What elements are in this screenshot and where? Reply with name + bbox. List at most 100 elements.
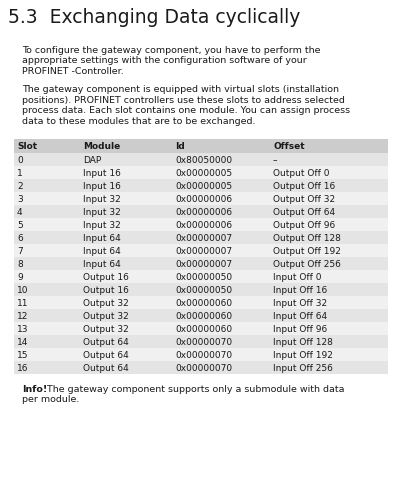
- Text: Input 16: Input 16: [83, 169, 121, 178]
- Text: 0x00000070: 0x00000070: [175, 350, 232, 359]
- Text: 8: 8: [17, 260, 23, 268]
- Text: 5.3  Exchanging Data cyclically: 5.3 Exchanging Data cyclically: [8, 8, 300, 27]
- Text: 0x00000005: 0x00000005: [175, 182, 232, 191]
- Text: Id: Id: [175, 142, 185, 151]
- Bar: [14, 309, 388, 323]
- Bar: [14, 335, 388, 348]
- Text: The gateway component is equipped with virtual slots (installation: The gateway component is equipped with v…: [22, 85, 339, 94]
- Text: Output 32: Output 32: [83, 311, 129, 320]
- Text: DAP: DAP: [83, 156, 101, 164]
- Bar: [14, 231, 388, 244]
- Bar: [14, 139, 388, 154]
- Text: 15: 15: [17, 350, 28, 359]
- Text: 11: 11: [17, 298, 28, 307]
- Text: Offset: Offset: [273, 142, 305, 151]
- Text: Output 16: Output 16: [83, 272, 129, 282]
- Text: Input Off 192: Input Off 192: [273, 350, 333, 359]
- Text: Output Off 16: Output Off 16: [273, 182, 335, 191]
- Bar: [14, 193, 388, 205]
- Text: 13: 13: [17, 325, 28, 333]
- Text: Input 64: Input 64: [83, 246, 121, 256]
- Text: 0x00000060: 0x00000060: [175, 298, 232, 307]
- Text: Output 64: Output 64: [83, 337, 129, 346]
- Text: Input Off 256: Input Off 256: [273, 363, 333, 372]
- Text: Output 16: Output 16: [83, 285, 129, 294]
- Text: The gateway component supports only a submodule with data: The gateway component supports only a su…: [44, 384, 344, 393]
- Text: Output Off 256: Output Off 256: [273, 260, 341, 268]
- Text: Output 32: Output 32: [83, 325, 129, 333]
- Text: 0x00000070: 0x00000070: [175, 363, 232, 372]
- Bar: [14, 361, 388, 374]
- Text: 1: 1: [17, 169, 23, 178]
- Text: 0x00000007: 0x00000007: [175, 260, 232, 268]
- Text: 0x00000070: 0x00000070: [175, 337, 232, 346]
- Text: 7: 7: [17, 246, 23, 256]
- Text: Input 64: Input 64: [83, 234, 121, 243]
- Bar: [14, 296, 388, 309]
- Text: Output 64: Output 64: [83, 350, 129, 359]
- Text: Output 64: Output 64: [83, 363, 129, 372]
- Text: Input Off 96: Input Off 96: [273, 325, 327, 333]
- Text: Input 64: Input 64: [83, 260, 121, 268]
- Text: 9: 9: [17, 272, 23, 282]
- Text: 12: 12: [17, 311, 28, 320]
- Text: Input Off 64: Input Off 64: [273, 311, 327, 320]
- Text: Input 32: Input 32: [83, 195, 121, 203]
- Text: Input 32: Input 32: [83, 207, 121, 217]
- Text: Output Off 32: Output Off 32: [273, 195, 335, 203]
- Text: 0x00000050: 0x00000050: [175, 285, 232, 294]
- Text: Input Off 0: Input Off 0: [273, 272, 322, 282]
- Text: 0x00000007: 0x00000007: [175, 246, 232, 256]
- Text: To configure the gateway component, you have to perform the: To configure the gateway component, you …: [22, 46, 320, 55]
- Text: Input 32: Input 32: [83, 221, 121, 229]
- Bar: [14, 219, 388, 231]
- Text: Output Off 0: Output Off 0: [273, 169, 330, 178]
- Text: 5: 5: [17, 221, 23, 229]
- Text: Input Off 128: Input Off 128: [273, 337, 333, 346]
- Text: appropriate settings with the configuration software of your: appropriate settings with the configurat…: [22, 57, 307, 65]
- Text: 0x80050000: 0x80050000: [175, 156, 232, 164]
- Text: 0x00000060: 0x00000060: [175, 311, 232, 320]
- Text: Module: Module: [83, 142, 120, 151]
- Text: Input 16: Input 16: [83, 182, 121, 191]
- Text: Input Off 32: Input Off 32: [273, 298, 327, 307]
- Text: Input Off 16: Input Off 16: [273, 285, 327, 294]
- Text: Output 32: Output 32: [83, 298, 129, 307]
- Text: 0x00000060: 0x00000060: [175, 325, 232, 333]
- Bar: [14, 348, 388, 361]
- Text: Output Off 96: Output Off 96: [273, 221, 335, 229]
- Bar: [14, 154, 388, 167]
- Text: Info!: Info!: [22, 384, 47, 393]
- Bar: [14, 270, 388, 284]
- Text: 16: 16: [17, 363, 28, 372]
- Text: process data. Each slot contains one module. You can assign process: process data. Each slot contains one mod…: [22, 106, 350, 115]
- Bar: [14, 167, 388, 180]
- Text: positions). PROFINET controllers use these slots to address selected: positions). PROFINET controllers use the…: [22, 96, 345, 105]
- Text: Slot: Slot: [17, 142, 37, 151]
- Bar: [14, 180, 388, 193]
- Text: 0x00000007: 0x00000007: [175, 234, 232, 243]
- Bar: [14, 284, 388, 296]
- Text: 4: 4: [17, 207, 23, 217]
- Bar: [14, 205, 388, 219]
- Text: 0x00000005: 0x00000005: [175, 169, 232, 178]
- Text: 6: 6: [17, 234, 23, 243]
- Text: Output Off 128: Output Off 128: [273, 234, 341, 243]
- Text: 14: 14: [17, 337, 28, 346]
- Bar: [14, 258, 388, 270]
- Text: –: –: [273, 156, 278, 164]
- Text: 10: 10: [17, 285, 28, 294]
- Text: Output Off 192: Output Off 192: [273, 246, 341, 256]
- Text: Output Off 64: Output Off 64: [273, 207, 335, 217]
- Text: 0x00000050: 0x00000050: [175, 272, 232, 282]
- Text: 0: 0: [17, 156, 23, 164]
- Bar: [14, 244, 388, 258]
- Text: 0x00000006: 0x00000006: [175, 221, 232, 229]
- Text: data to these modules that are to be exchanged.: data to these modules that are to be exc…: [22, 117, 256, 126]
- Text: PROFINET -Controller.: PROFINET -Controller.: [22, 67, 124, 76]
- Text: 0x00000006: 0x00000006: [175, 195, 232, 203]
- Bar: [14, 323, 388, 335]
- Text: 2: 2: [17, 182, 23, 191]
- Text: 3: 3: [17, 195, 23, 203]
- Text: 0x00000006: 0x00000006: [175, 207, 232, 217]
